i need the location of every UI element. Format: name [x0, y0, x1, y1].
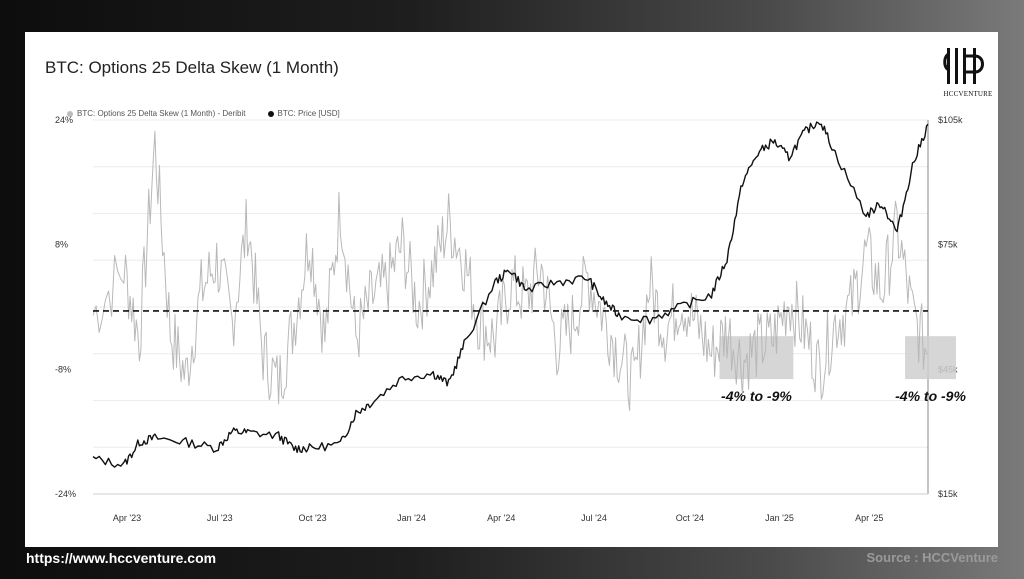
legend-marker-skew [67, 110, 73, 117]
y-right-tick-label: $75k [938, 240, 958, 250]
hccventure-logo [943, 48, 984, 84]
x-tick-label: Apr '25 [855, 513, 883, 523]
x-tick-label: Oct '23 [298, 513, 326, 523]
y-right-tick-label: $15k [938, 489, 958, 499]
x-tick-label: Apr '24 [487, 513, 515, 523]
x-tick-label: Jul '23 [207, 513, 233, 523]
footer-source: Source : HCCVenture [866, 550, 998, 565]
chart-card: BTC: Options 25 Delta Skew (1 Month) HCC… [25, 32, 998, 547]
x-tick-label: Apr '23 [113, 513, 141, 523]
legend-marker-price [267, 110, 274, 117]
chart-title: BTC: Options 25 Delta Skew (1 Month) [45, 58, 339, 77]
x-tick-label: Jul '24 [581, 513, 607, 523]
x-tick-label: Jan '25 [765, 513, 794, 523]
skew-series-line [92, 130, 929, 411]
legend-item-skew[interactable]: BTC: Options 25 Delta Skew (1 Month) - D… [67, 109, 246, 118]
chart-legend: BTC: Options 25 Delta Skew (1 Month) - D… [67, 109, 340, 118]
y-left-tick-label: -8% [55, 364, 71, 374]
price-series-line [92, 121, 929, 468]
legend-label-price: BTC: Price [USD] [277, 109, 340, 118]
x-tick-label: Oct '24 [676, 513, 704, 523]
y-left-tick-label: 8% [55, 240, 68, 250]
zone-annotation-label: -4% to -9% [721, 388, 792, 404]
footer-url-link[interactable]: https://www.hccventure.com [26, 550, 217, 566]
shaded-zone [905, 336, 956, 380]
y-right-tick-label: $105k [938, 115, 963, 125]
y-left-tick-label: -24% [55, 489, 76, 499]
legend-item-price[interactable]: BTC: Price [USD] [267, 109, 340, 118]
zone-annotation-label: -4% to -9% [895, 388, 966, 404]
logo-text: HCCVENTURE [943, 90, 993, 98]
x-tick-label: Jan '24 [397, 513, 426, 523]
y-left-tick-label: 24% [55, 115, 73, 125]
legend-label-skew: BTC: Options 25 Delta Skew (1 Month) - D… [77, 109, 246, 118]
